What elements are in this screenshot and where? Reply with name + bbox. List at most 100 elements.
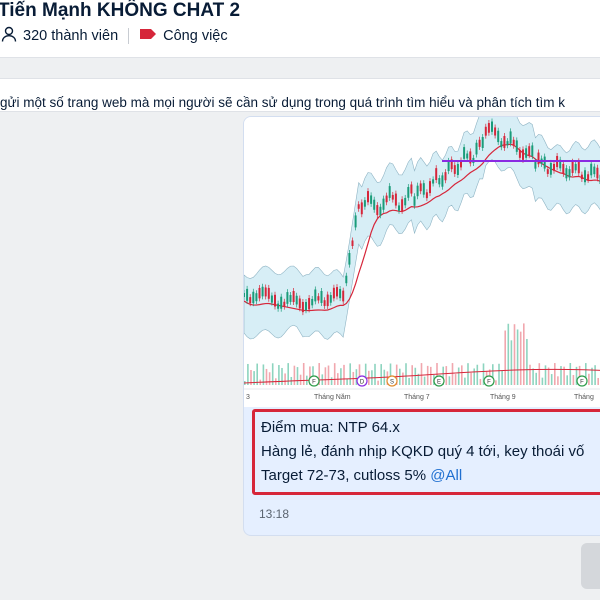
volume-bar xyxy=(253,371,255,385)
candle-body xyxy=(429,181,431,194)
volume-bar xyxy=(461,365,463,385)
volume-bar xyxy=(408,377,410,385)
volume-bar xyxy=(482,363,485,385)
volume-bar xyxy=(426,365,429,385)
volume-bar xyxy=(247,363,249,385)
volume-bar xyxy=(296,367,299,385)
candle-body xyxy=(305,302,307,311)
volume-bar xyxy=(504,330,506,385)
volume-bar xyxy=(268,372,271,385)
category-text: Công việc xyxy=(163,28,228,44)
volume-bar xyxy=(498,363,500,385)
candle-body xyxy=(447,160,450,172)
category-label[interactable]: Công việc xyxy=(139,26,228,46)
candle-body xyxy=(246,288,249,301)
candle-body xyxy=(453,165,456,174)
volume-bar xyxy=(287,363,289,385)
candle-body xyxy=(553,164,555,171)
volume-bar xyxy=(358,364,361,385)
message-line-2: Hàng lẻ, đánh nhịp KQKD quý 4 tới, key t… xyxy=(261,443,585,460)
candle-body xyxy=(487,123,490,133)
candle-body xyxy=(425,192,428,199)
candle-body xyxy=(401,199,404,211)
candle-body xyxy=(255,293,258,302)
candle-body xyxy=(568,169,571,178)
candle-body xyxy=(419,183,422,192)
pinned-message-bar[interactable]: gửi một số trang web mà mọi người sẽ cần… xyxy=(0,78,600,112)
volume-bar xyxy=(271,363,274,385)
volume-bar xyxy=(569,363,572,385)
candle-body xyxy=(267,287,270,299)
volume-bar xyxy=(454,374,457,385)
event-marker-label: E xyxy=(437,380,441,386)
chat-header: Tiến Mạnh KHÔNG CHAT 2 320 thành viên Cô… xyxy=(0,0,600,58)
volume-bar xyxy=(377,380,379,385)
volume-bar xyxy=(448,376,451,385)
group-title[interactable]: Tiến Mạnh KHÔNG CHAT 2 xyxy=(0,0,241,21)
volume-bar xyxy=(591,367,593,385)
candle-body xyxy=(577,161,580,174)
candle-body xyxy=(546,169,549,174)
candle-body xyxy=(258,287,261,299)
message-line-3-text: Target 72-73, cutloss 5% xyxy=(261,467,431,484)
candle-body xyxy=(497,130,500,143)
message-line-1: Điểm mua: NTP 64.x xyxy=(261,419,400,436)
volume-average-line xyxy=(244,368,600,384)
volume-bar xyxy=(529,364,531,385)
candle-body xyxy=(357,204,360,209)
candle-body xyxy=(314,289,317,302)
candle-body xyxy=(398,205,400,211)
members-link[interactable]: 320 thành viên xyxy=(0,26,118,46)
candle-body xyxy=(329,295,332,303)
candle-body xyxy=(590,163,593,176)
candle-body xyxy=(280,296,283,309)
candle-body xyxy=(469,151,472,164)
person-icon xyxy=(0,25,18,47)
candle-body xyxy=(416,185,419,197)
chart-image[interactable]: F F E S D F 3 Tháng Năm Tháng 7 Tháng 9 Tháng xyxy=(244,117,600,407)
candle-body xyxy=(494,127,497,136)
volume-bar xyxy=(473,368,475,385)
event-marker-label: D xyxy=(360,380,365,386)
volume-bar xyxy=(343,364,345,385)
scroll-button[interactable] xyxy=(581,543,600,589)
mention-all-link[interactable]: @All xyxy=(430,467,463,484)
candle-body xyxy=(363,200,366,207)
meta-divider xyxy=(128,28,130,44)
volume-bar xyxy=(535,372,537,385)
candle-body xyxy=(537,152,540,165)
candle-body xyxy=(463,147,466,159)
volume-bar xyxy=(513,324,516,385)
candle-body xyxy=(410,184,413,194)
volume-bar xyxy=(281,367,283,385)
candle-body xyxy=(512,139,515,146)
candle-body xyxy=(413,196,416,206)
volume-bar xyxy=(346,378,348,385)
candle-body xyxy=(270,295,273,303)
volume-bar xyxy=(402,372,404,385)
volume-bar xyxy=(380,364,382,385)
volume-bar xyxy=(588,373,590,385)
candle-body xyxy=(367,191,369,203)
candle-body xyxy=(339,288,342,299)
candle-body xyxy=(500,141,503,148)
volume-bar xyxy=(355,369,358,385)
candle-body xyxy=(503,135,506,148)
bollinger-band xyxy=(244,117,600,340)
candle-body xyxy=(345,275,348,284)
candle-body xyxy=(438,178,441,185)
volume-bar xyxy=(470,372,472,385)
volume-bar xyxy=(585,363,587,385)
candle-body xyxy=(580,174,583,180)
candle-body xyxy=(562,163,565,174)
volume-bar xyxy=(250,369,252,385)
candle-body xyxy=(351,240,354,246)
candle-body xyxy=(332,287,335,299)
volume-bar xyxy=(526,338,528,385)
candle-body xyxy=(460,160,462,168)
candle-body xyxy=(326,294,329,307)
volume-bar xyxy=(501,370,503,385)
candle-body xyxy=(565,168,568,179)
candle-body xyxy=(261,286,264,297)
